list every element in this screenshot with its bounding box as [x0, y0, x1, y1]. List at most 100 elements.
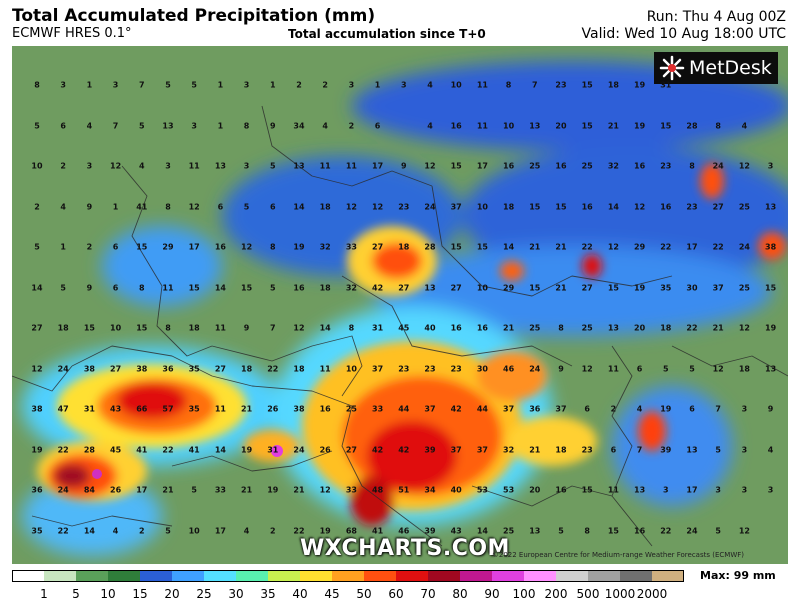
grid-value: 11	[162, 283, 174, 292]
grid-value: 15	[529, 202, 541, 211]
grid-value: 2	[348, 121, 355, 130]
grid-value: 17	[214, 526, 226, 535]
grid-value: 15	[188, 283, 200, 292]
legend-color-swatch	[12, 570, 45, 582]
grid-value: 9	[767, 404, 774, 414]
grid-value: 21	[555, 283, 567, 292]
grid-value: 18	[398, 242, 410, 252]
grid-value: 29	[503, 283, 515, 292]
precipitation-map[interactable]: MetDesk 8 3 1 3 7 5 5 1 3 1 2 2 3 1 3 4 10 11 8 7 23 15 18 19 31…	[12, 46, 788, 564]
grid-value: 15	[660, 121, 672, 130]
grid-value: 22	[660, 526, 672, 535]
grid-value: 15	[476, 242, 488, 252]
grid-value: 8	[270, 242, 276, 252]
grid-value: 16	[634, 526, 646, 535]
grid-value: 9	[243, 323, 250, 333]
grid-value: 35	[31, 526, 43, 535]
grid-value: 21	[293, 485, 305, 495]
grid-value: 13	[765, 364, 777, 373]
grid-value: 24	[424, 202, 436, 211]
grid-value: 36	[529, 404, 541, 414]
grid-value: 36	[31, 485, 43, 495]
grid-value: 5	[270, 161, 276, 171]
grid-value: 11	[214, 323, 226, 333]
grid-value: 5	[689, 364, 695, 373]
legend-color-swatch	[300, 570, 333, 582]
legend-color-swatch	[268, 570, 301, 582]
grid-value: 16	[450, 121, 462, 130]
grid-value: 3	[715, 485, 721, 495]
grid-value: 39	[424, 526, 436, 535]
grid-value: 12	[738, 526, 750, 535]
map-title: Total Accumulated Precipitation (mm)	[12, 6, 376, 26]
grid-value: 42	[372, 445, 384, 454]
grid-value: 6	[610, 445, 617, 454]
run-time: Run: Thu 4 Aug 00Z	[646, 9, 786, 25]
grid-value: 20	[529, 485, 541, 495]
grid-value: 14	[214, 283, 226, 292]
grid-value: 38	[83, 364, 95, 373]
grid-value: 37	[503, 404, 515, 414]
grid-value: 12	[712, 364, 724, 373]
grid-value: 10	[188, 526, 200, 535]
grid-value: 5	[243, 202, 250, 211]
grid-value: 11	[345, 161, 357, 171]
grid-value: 5	[34, 121, 40, 130]
grid-value: 8	[348, 323, 355, 333]
grid-value: 41	[188, 445, 200, 454]
grid-value: 21	[241, 485, 253, 495]
grid-value: 7	[112, 121, 119, 130]
grid-value: 46	[398, 526, 410, 535]
grid-value: 6	[112, 242, 119, 252]
grid-value: 5	[191, 80, 197, 90]
grid-value: 45	[398, 323, 410, 333]
legend-color-swatch	[332, 570, 365, 582]
grid-value: 2	[86, 242, 93, 252]
legend-tick-label: 70	[420, 587, 436, 601]
grid-value: 22	[712, 242, 724, 252]
grid-value: 68	[345, 526, 357, 535]
grid-value: 14	[607, 202, 619, 211]
grid-value: 57	[162, 404, 174, 414]
grid-value: 18	[188, 323, 200, 333]
legend-tick-label: 10	[100, 587, 116, 601]
grid-value: 43	[450, 526, 462, 535]
legend-color-swatch	[460, 570, 493, 582]
grid-value: 13	[214, 161, 226, 171]
grid-value: 4	[139, 161, 145, 171]
grid-value: 15	[529, 283, 541, 292]
legend-tick-label: 90	[484, 587, 500, 601]
grid-value: 16	[555, 161, 567, 171]
legend-color-swatch	[588, 570, 621, 582]
legend-color-swatch	[396, 570, 429, 582]
grid-value: 8	[165, 202, 171, 211]
grid-value: 13	[634, 485, 646, 495]
grid-value: 7	[139, 80, 145, 90]
grid-value: 13	[607, 323, 619, 333]
grid-value: 21	[529, 242, 541, 252]
grid-value: 3	[741, 445, 748, 454]
grid-value: 27	[31, 323, 43, 333]
grid-value: 7	[636, 445, 643, 454]
grid-value: 12	[31, 364, 43, 373]
grid-value: 14	[83, 526, 95, 535]
grid-value: 4	[243, 526, 250, 535]
grid-value: 12	[293, 323, 305, 333]
legend-tick-label: 2000	[636, 587, 668, 601]
grid-value: 23	[660, 161, 672, 171]
grid-value: 16	[214, 242, 226, 252]
metdesk-logo-icon	[659, 55, 685, 81]
grid-value: 47	[57, 404, 69, 414]
grid-value: 18	[738, 364, 750, 373]
grid-value: 38	[293, 404, 305, 414]
grid-value: 41	[372, 526, 384, 535]
grid-value: 10	[476, 202, 488, 211]
grid-value: 12	[581, 364, 593, 373]
grid-value: 39	[660, 445, 672, 454]
grid-value: 4	[86, 121, 93, 130]
metdesk-logo: MetDesk	[654, 52, 778, 84]
grid-value: 24	[712, 161, 724, 171]
grid-value: 35	[188, 404, 200, 414]
grid-value: 1	[217, 121, 224, 130]
grid-value: 12	[319, 485, 331, 495]
